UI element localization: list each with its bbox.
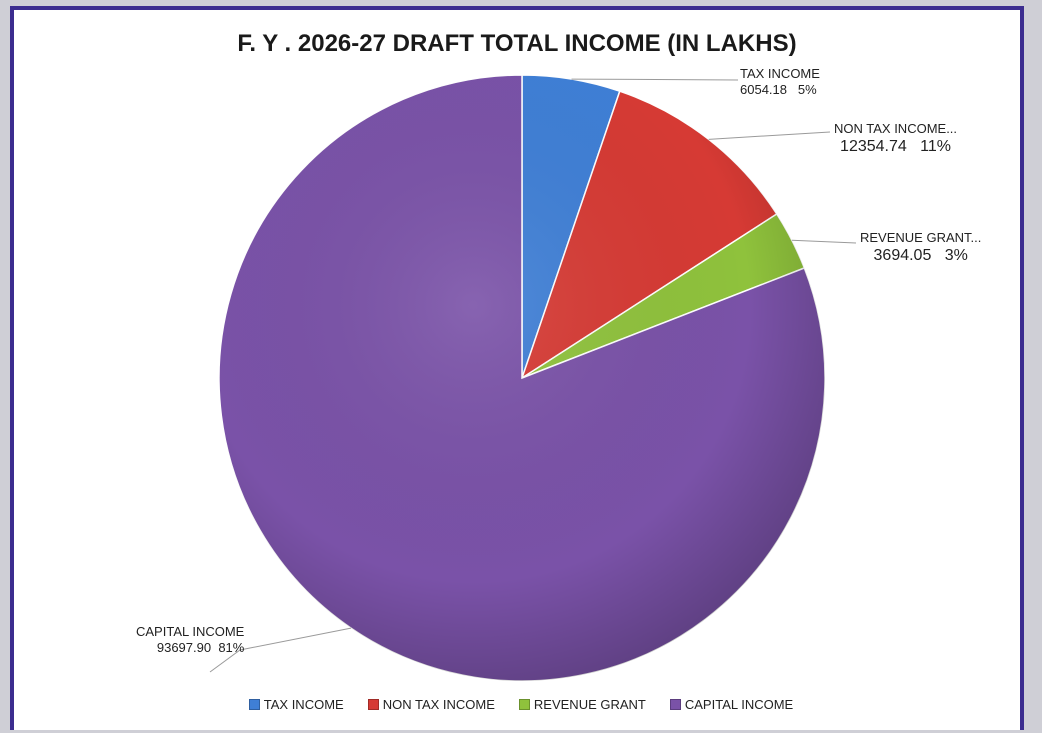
data-label-tax-income: TAX INCOME 6054.18 5% — [740, 66, 820, 97]
legend-item-capital-income: CAPITAL INCOME — [669, 697, 793, 712]
legend-swatch — [669, 699, 681, 710]
data-label-non-tax-income: NON TAX INCOME... 12354.74 11% — [834, 121, 958, 155]
leader-line-revenue-grant — [791, 239, 857, 244]
legend-item-revenue-grant: REVENUE GRANT — [518, 697, 646, 712]
leader-line-non-tax-income — [708, 131, 831, 140]
data-label-capital-income: CAPITAL INCOME 93697.90 81% — [136, 624, 245, 655]
legend-swatch — [518, 699, 530, 710]
legend-swatch — [248, 699, 260, 710]
legend-swatch — [367, 699, 379, 710]
chart-legend: TAX INCOME NON TAX INCOME REVENUE GRANT … — [0, 697, 1042, 712]
legend-item-tax-income: TAX INCOME — [248, 697, 344, 712]
legend-item-non-tax-income: NON TAX INCOME — [367, 697, 495, 712]
leader-line-capital-income — [209, 627, 352, 673]
leader-line-tax-income — [571, 78, 739, 81]
chart-title: F. Y . 2026-27 DRAFT TOTAL INCOME (IN LA… — [237, 30, 797, 57]
data-label-revenue-grant: REVENUE GRANT... 3694.05 3% — [860, 230, 982, 264]
